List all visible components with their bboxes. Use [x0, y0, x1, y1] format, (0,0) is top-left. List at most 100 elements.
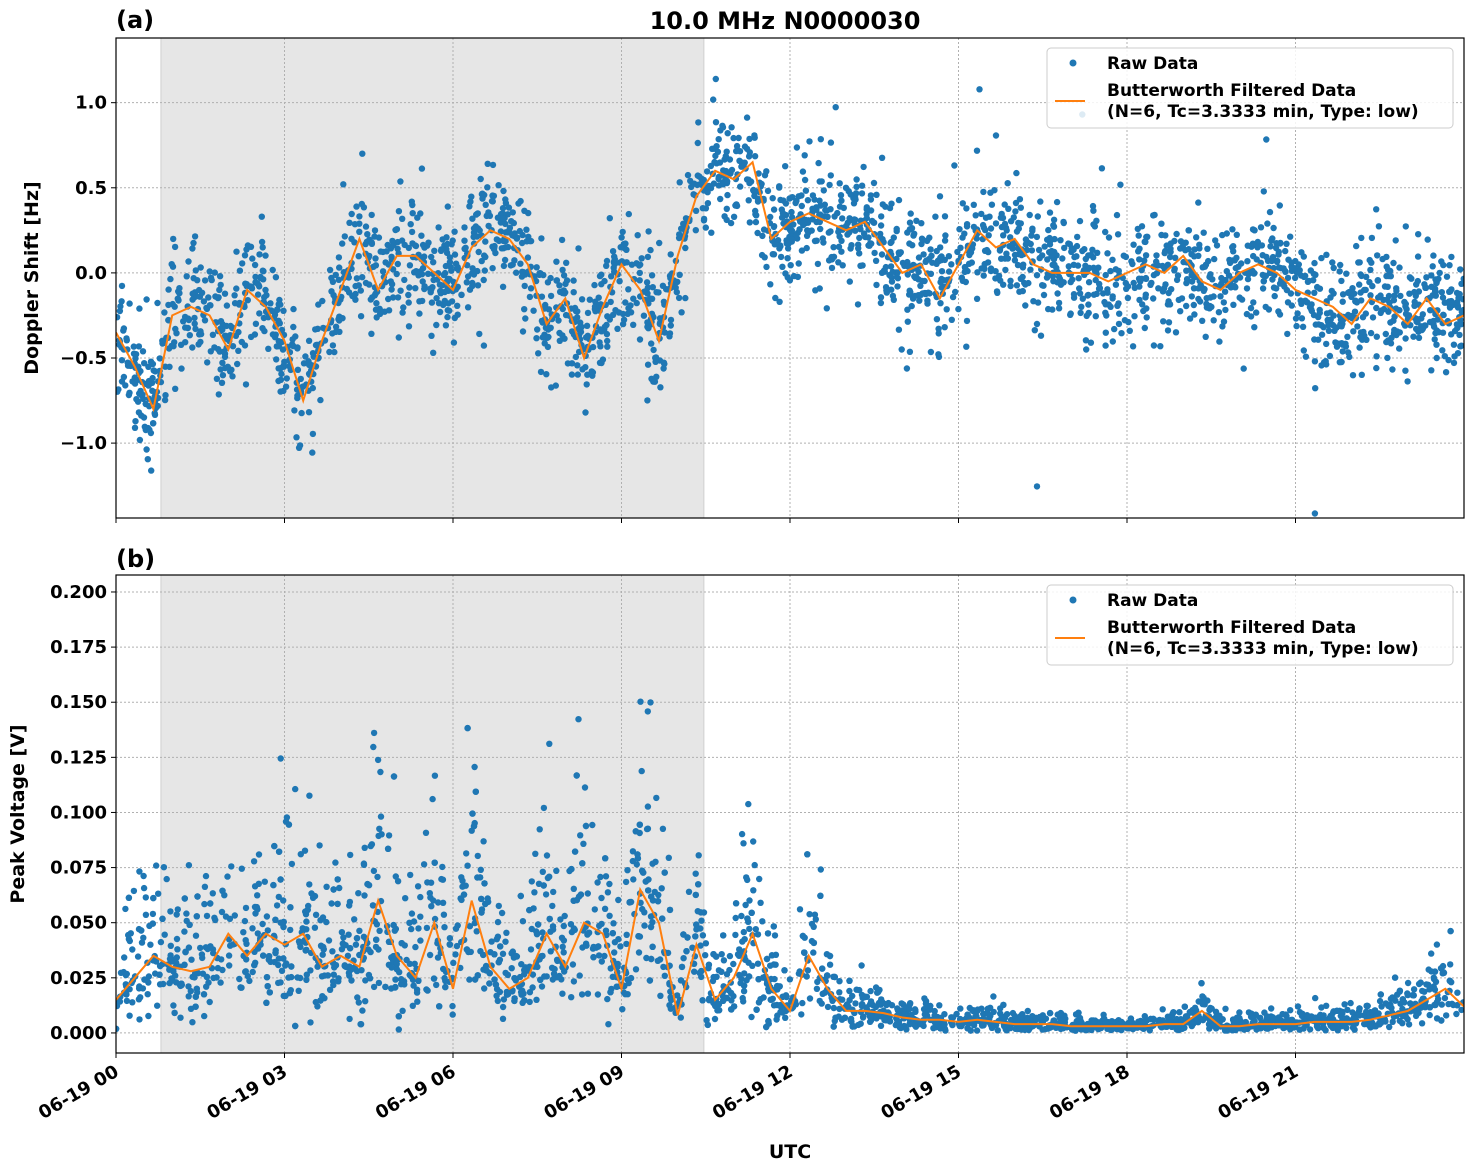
raw-data-point: [695, 852, 702, 859]
raw-data-point: [782, 1014, 789, 1021]
raw-data-point: [623, 931, 630, 938]
raw-data-point: [547, 324, 554, 331]
raw-data-point: [418, 165, 426, 172]
raw-data-point: [1002, 266, 1009, 274]
raw-data-point: [131, 424, 139, 431]
raw-data-point: [294, 345, 301, 352]
raw-data-point: [949, 293, 957, 301]
raw-data-point: [411, 960, 418, 967]
raw-data-point: [186, 332, 193, 339]
raw-data-point: [614, 325, 621, 332]
raw-data-point: [893, 255, 900, 263]
raw-data-point: [636, 277, 643, 284]
raw-data-point: [1323, 1002, 1330, 1009]
raw-data-point: [1067, 310, 1074, 317]
raw-data-point: [382, 259, 389, 266]
raw-data-point: [440, 271, 447, 279]
raw-data-point: [741, 936, 748, 943]
raw-data-point: [1330, 264, 1337, 272]
raw-data-point: [502, 237, 509, 245]
raw-data-point: [280, 923, 287, 931]
raw-data-point: [1216, 338, 1223, 345]
raw-data-point: [1349, 372, 1357, 379]
raw-data-point: [427, 879, 435, 886]
raw-data-point: [242, 381, 250, 388]
raw-data-point: [817, 866, 824, 873]
raw-data-point: [194, 277, 201, 284]
raw-data-point: [295, 987, 302, 994]
raw-data-point: [577, 891, 585, 898]
raw-data-point: [541, 305, 549, 312]
raw-data-point: [399, 1007, 406, 1014]
raw-data-point: [629, 857, 636, 865]
raw-data-point: [518, 273, 526, 280]
raw-data-point: [217, 366, 224, 373]
raw-data-point: [917, 291, 925, 298]
raw-data-point: [422, 829, 430, 836]
raw-data-point: [732, 900, 740, 907]
raw-data-point: [348, 977, 355, 984]
raw-data-point: [732, 914, 739, 922]
raw-data-point: [428, 299, 436, 306]
raw-data-point: [1356, 1012, 1363, 1019]
raw-data-point: [911, 292, 919, 300]
raw-data-point: [271, 311, 279, 318]
raw-data-point: [143, 446, 150, 453]
raw-data-point: [361, 844, 368, 851]
raw-data-point: [134, 398, 142, 405]
raw-data-point: [397, 287, 404, 294]
raw-data-point: [755, 170, 762, 177]
legend-raw-marker: [1069, 59, 1077, 67]
raw-data-point: [813, 985, 821, 992]
raw-data-point: [273, 356, 280, 363]
raw-data-point: [1297, 297, 1304, 304]
raw-data-point: [283, 375, 290, 382]
raw-data-point: [680, 955, 687, 962]
raw-data-point: [408, 925, 415, 933]
raw-data-point: [898, 346, 905, 353]
raw-data-point: [643, 279, 651, 286]
raw-data-point: [344, 952, 352, 959]
raw-data-point: [1024, 1007, 1032, 1015]
raw-data-point: [1302, 353, 1310, 360]
raw-data-point: [375, 979, 383, 987]
raw-data-point: [872, 257, 880, 264]
raw-data-point: [518, 239, 526, 247]
raw-data-point: [278, 967, 286, 974]
raw-data-point: [121, 954, 128, 961]
raw-data-point: [852, 227, 859, 234]
raw-data-point: [724, 130, 731, 137]
raw-data-point: [1428, 950, 1435, 957]
raw-data-point: [811, 911, 819, 918]
raw-data-point: [170, 235, 177, 243]
raw-data-point: [941, 237, 949, 244]
raw-data-point: [796, 226, 803, 233]
x-tick-label: 06-19 15: [878, 1061, 965, 1124]
raw-data-point: [130, 343, 137, 350]
raw-data-point: [1441, 299, 1449, 306]
raw-data-point: [1172, 329, 1180, 336]
raw-data-point: [231, 912, 238, 919]
raw-data-point: [605, 1020, 612, 1028]
raw-data-point: [511, 257, 518, 264]
raw-data-point: [313, 341, 321, 348]
raw-data-point: [543, 371, 550, 378]
raw-data-point: [260, 314, 268, 322]
raw-data-point: [297, 974, 304, 982]
raw-data-point: [1345, 311, 1352, 319]
raw-data-point: [817, 202, 824, 209]
raw-data-point: [723, 205, 730, 212]
raw-data-point: [787, 262, 794, 269]
raw-data-point: [508, 218, 515, 225]
raw-data-point: [981, 260, 988, 268]
raw-data-point: [838, 197, 845, 204]
raw-data-point: [428, 253, 435, 261]
raw-data-point: [392, 976, 399, 983]
raw-data-point: [181, 961, 188, 968]
raw-data-point: [275, 848, 283, 855]
raw-data-point: [998, 1012, 1005, 1020]
raw-data-point: [897, 249, 904, 256]
raw-data-point: [906, 348, 914, 355]
raw-data-point: [888, 278, 896, 285]
raw-data-point: [1431, 336, 1438, 343]
